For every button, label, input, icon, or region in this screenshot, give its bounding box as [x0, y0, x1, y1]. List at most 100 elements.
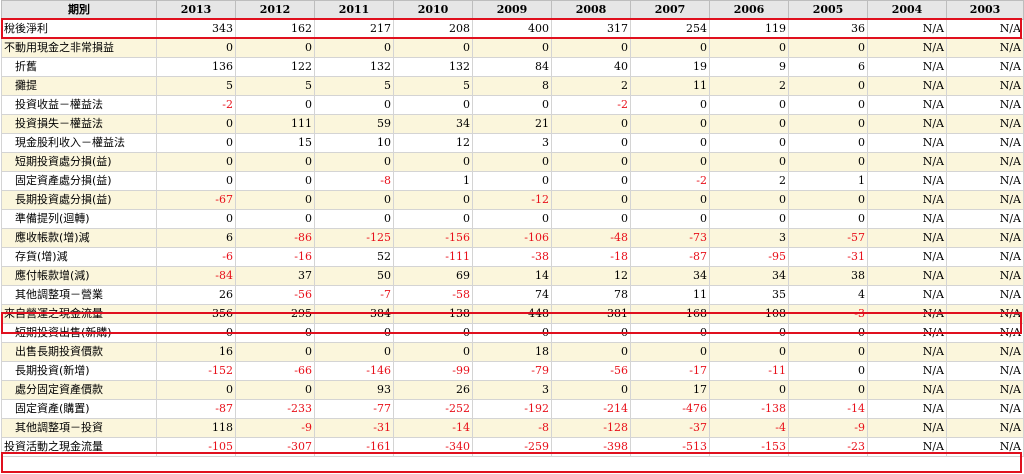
value-cell: 0 [156, 38, 236, 58]
value-cell: N/A [946, 323, 1024, 343]
table-row: 固定資產(購置) -87 -233 -77 -252 -192 -214 -476 -138 -1… [1, 399, 1024, 419]
year-header[interactable]: 2005 [788, 0, 868, 20]
value-cell: 0 [393, 152, 473, 172]
value-cell: 0 [472, 95, 552, 115]
value-cell: N/A [946, 247, 1024, 267]
value-cell: 0 [472, 38, 552, 58]
value-cell: 0 [472, 152, 552, 172]
value-cell: -18 [551, 247, 631, 267]
header-row: 期別 2013 2012 2011 2010 2009 2008 2007 20… [1, 0, 1024, 20]
year-header[interactable]: 2011 [314, 0, 394, 20]
value-cell: 0 [551, 114, 631, 134]
year-header[interactable]: 2012 [235, 0, 315, 20]
value-cell: 0 [156, 209, 236, 229]
value-cell: N/A [867, 209, 947, 229]
value-cell: 2 [709, 76, 789, 96]
value-cell: 0 [630, 342, 710, 362]
value-cell: -3 [788, 304, 868, 324]
value-cell: -56 [551, 361, 631, 381]
value-cell: 0 [156, 133, 236, 153]
value-cell: 34 [393, 114, 473, 134]
value-cell: -6 [156, 247, 236, 267]
value-cell: N/A [946, 266, 1024, 286]
value-cell: 69 [393, 266, 473, 286]
value-cell: 0 [393, 38, 473, 58]
row-label: 投資活動之現金流量 [1, 437, 157, 457]
value-cell: N/A [946, 133, 1024, 153]
value-cell: 0 [788, 38, 868, 58]
value-cell: N/A [867, 342, 947, 362]
value-cell: 0 [551, 152, 631, 172]
year-header[interactable]: 2008 [551, 0, 631, 20]
value-cell: 1 [393, 171, 473, 191]
value-cell: 26 [393, 380, 473, 400]
value-cell: N/A [867, 228, 947, 248]
value-cell: N/A [946, 437, 1024, 457]
value-cell: 37 [235, 266, 315, 286]
year-header[interactable]: 2009 [472, 0, 552, 20]
table-row: 投資損失－權益法 0 111 59 34 21 0 0 0 0 N/A N/A [1, 114, 1024, 134]
value-cell: -476 [630, 399, 710, 419]
value-cell: 0 [235, 95, 315, 115]
value-cell: -138 [709, 399, 789, 419]
value-cell: N/A [946, 95, 1024, 115]
value-cell: 254 [630, 19, 710, 39]
value-cell: -2 [551, 95, 631, 115]
value-cell: 38 [788, 266, 868, 286]
table-row: 投資收益－權益法 -2 0 0 0 0 -2 0 0 0 N/A N/A [1, 95, 1024, 115]
value-cell: 0 [788, 209, 868, 229]
value-cell: 0 [235, 209, 315, 229]
value-cell: 2 [551, 76, 631, 96]
year-header[interactable]: 2007 [630, 0, 710, 20]
value-cell: -84 [156, 266, 236, 286]
value-cell: 0 [709, 152, 789, 172]
value-cell: -398 [551, 437, 631, 457]
table-row: 準備提列(迴轉) 0 0 0 0 0 0 0 0 0 N/A N/A [1, 209, 1024, 229]
table-row: 其他調整項－投資 118 -9 -31 -14 -8 -128 -37 -4 -9 N/A N/A [1, 418, 1024, 438]
value-cell: 5 [314, 76, 394, 96]
row-label: 投資損失－權益法 [1, 114, 157, 134]
value-cell: 4 [788, 285, 868, 305]
year-header[interactable]: 2013 [156, 0, 236, 20]
value-cell: 0 [709, 209, 789, 229]
value-cell: -9 [788, 418, 868, 438]
year-header[interactable]: 2006 [709, 0, 789, 20]
value-cell: 0 [393, 95, 473, 115]
value-cell: 5 [235, 76, 315, 96]
value-cell: -48 [551, 228, 631, 248]
row-label: 存貨(增)減 [1, 247, 157, 267]
value-cell: 6 [156, 228, 236, 248]
value-cell: 0 [788, 190, 868, 210]
value-cell: N/A [867, 266, 947, 286]
value-cell: N/A [867, 247, 947, 267]
table-row: 長期投資(新增) -152 -66 -146 -99 -79 -56 -17 -11 0 N/A N/… [1, 361, 1024, 381]
value-cell: N/A [946, 418, 1024, 438]
year-header[interactable]: 2010 [393, 0, 473, 20]
value-cell: 34 [709, 266, 789, 286]
value-cell: -259 [472, 437, 552, 457]
value-cell: 0 [393, 209, 473, 229]
value-cell: 0 [472, 323, 552, 343]
value-cell: 162 [235, 19, 315, 39]
value-cell: 0 [630, 133, 710, 153]
value-cell: 78 [551, 285, 631, 305]
value-cell: -192 [472, 399, 552, 419]
value-cell: 26 [156, 285, 236, 305]
year-header[interactable]: 2004 [867, 0, 947, 20]
value-cell: 0 [630, 152, 710, 172]
value-cell: -58 [393, 285, 473, 305]
value-cell: 52 [314, 247, 394, 267]
value-cell: 138 [393, 304, 473, 324]
row-label: 現金股利收入－權益法 [1, 133, 157, 153]
row-label: 稅後淨利 [1, 19, 157, 39]
value-cell: -57 [788, 228, 868, 248]
row-label: 不動用現金之非常損益 [1, 38, 157, 58]
value-cell: 0 [551, 190, 631, 210]
value-cell: -128 [551, 418, 631, 438]
value-cell: 9 [709, 57, 789, 77]
value-cell: 0 [551, 133, 631, 153]
year-header[interactable]: 2003 [946, 0, 1024, 20]
value-cell: N/A [946, 304, 1024, 324]
value-cell: N/A [867, 38, 947, 58]
value-cell: 0 [709, 95, 789, 115]
